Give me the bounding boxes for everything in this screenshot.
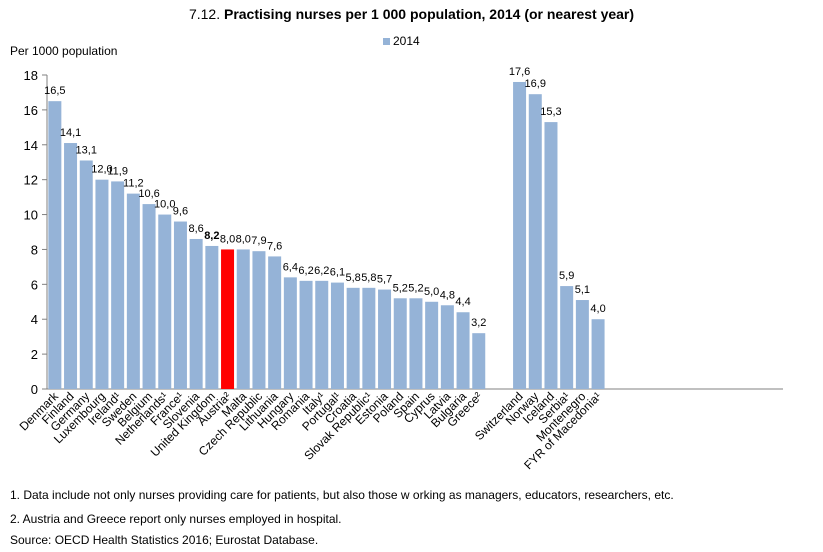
data-label: 4,4 xyxy=(455,296,470,308)
data-label: 8,2 xyxy=(204,230,219,242)
data-label: 5,0 xyxy=(424,286,439,298)
data-label: 4,8 xyxy=(440,289,455,301)
data-label: 4,0 xyxy=(590,303,605,315)
y-tick-label: 10 xyxy=(24,208,38,223)
data-label: 11,2 xyxy=(123,178,144,190)
bar xyxy=(393,298,407,389)
data-label: 5,2 xyxy=(408,282,423,294)
y-tick-label: 8 xyxy=(31,242,38,257)
data-label: 8,6 xyxy=(189,223,204,235)
bar xyxy=(236,249,250,389)
legend-label: 2014 xyxy=(393,34,420,48)
data-label: 16,5 xyxy=(44,85,65,97)
chart-title-text: Practising nurses per 1 000 population, … xyxy=(223,6,635,22)
bar xyxy=(126,193,140,389)
bar xyxy=(173,221,187,389)
data-label: 9,6 xyxy=(173,206,188,218)
bar-chart: 0 2 4 6 8 10 12 14 16 18 Per 1000 population 2014 16… xyxy=(10,34,783,472)
y-tick-label: 4 xyxy=(31,312,38,327)
y-tick-label: 18 xyxy=(24,68,38,83)
data-label: 12,0 xyxy=(91,164,112,176)
data-label: 5,8 xyxy=(346,272,361,284)
footnote-2: 2. Austria and Greece report only nurses… xyxy=(10,512,342,526)
footnote-1: 1. Data include not only nurses providin… xyxy=(10,488,674,502)
data-label: 5,9 xyxy=(559,270,574,282)
data-label: 5,1 xyxy=(575,284,590,296)
chart-title: 7.12. Practising nurses per 1 000 popula… xyxy=(0,6,823,22)
y-tick-label: 14 xyxy=(24,138,38,153)
bar xyxy=(158,214,172,389)
bar xyxy=(142,204,156,389)
bar xyxy=(575,300,589,389)
data-label: 8,0 xyxy=(236,233,251,245)
bar xyxy=(189,238,203,389)
y-tick-label: 6 xyxy=(31,277,38,292)
bar xyxy=(378,289,392,389)
bar xyxy=(346,287,360,389)
y-axis-label: Per 1000 population xyxy=(10,44,117,58)
bar xyxy=(48,101,62,390)
bar xyxy=(268,256,282,389)
data-label: 6,1 xyxy=(330,267,345,279)
bar xyxy=(283,277,297,389)
data-label: 11,9 xyxy=(107,165,128,177)
data-label: 14,1 xyxy=(60,127,81,139)
data-label: 13,1 xyxy=(76,144,97,156)
bar xyxy=(591,319,605,389)
bar xyxy=(544,122,558,389)
y-tick-label: 0 xyxy=(31,382,38,397)
bar xyxy=(111,181,125,389)
bar xyxy=(362,287,376,389)
y-tick-label: 12 xyxy=(24,173,38,188)
y-tick-label: 2 xyxy=(31,347,38,362)
bar xyxy=(315,280,329,389)
chart-title-number: 7.12. xyxy=(188,6,221,22)
data-label: 17,6 xyxy=(509,66,530,78)
bar xyxy=(560,286,574,389)
bar xyxy=(252,251,266,389)
bar xyxy=(409,298,423,389)
data-label: 8,0 xyxy=(220,233,235,245)
bar xyxy=(79,160,93,389)
source-note: Source: OECD Health Statistics 2016; Eur… xyxy=(10,533,319,547)
data-label: 5,7 xyxy=(377,274,392,286)
bar xyxy=(299,280,313,389)
bar xyxy=(330,282,344,389)
data-label: 5,2 xyxy=(393,282,408,294)
bar xyxy=(425,301,439,389)
data-label: 6,2 xyxy=(314,265,329,277)
data-label: 7,9 xyxy=(251,235,266,247)
data-label: 3,2 xyxy=(471,317,486,329)
bar xyxy=(513,81,527,389)
bar xyxy=(472,333,486,389)
data-label: 5,8 xyxy=(361,272,376,284)
y-tick-label: 16 xyxy=(24,103,38,118)
data-label: 7,6 xyxy=(267,240,282,252)
data-label: 10,6 xyxy=(138,188,159,200)
bar xyxy=(205,245,219,389)
data-label: 16,9 xyxy=(525,78,546,90)
data-label: 15,3 xyxy=(540,106,561,118)
bar xyxy=(528,94,542,389)
data-label: 6,4 xyxy=(283,261,298,273)
legend-swatch xyxy=(383,38,390,45)
bar xyxy=(456,312,470,389)
bar xyxy=(64,143,78,389)
data-label: 6,2 xyxy=(298,265,313,277)
bar xyxy=(440,305,454,389)
data-label: 10,0 xyxy=(154,199,175,211)
bar xyxy=(221,249,235,389)
bar xyxy=(95,179,109,389)
